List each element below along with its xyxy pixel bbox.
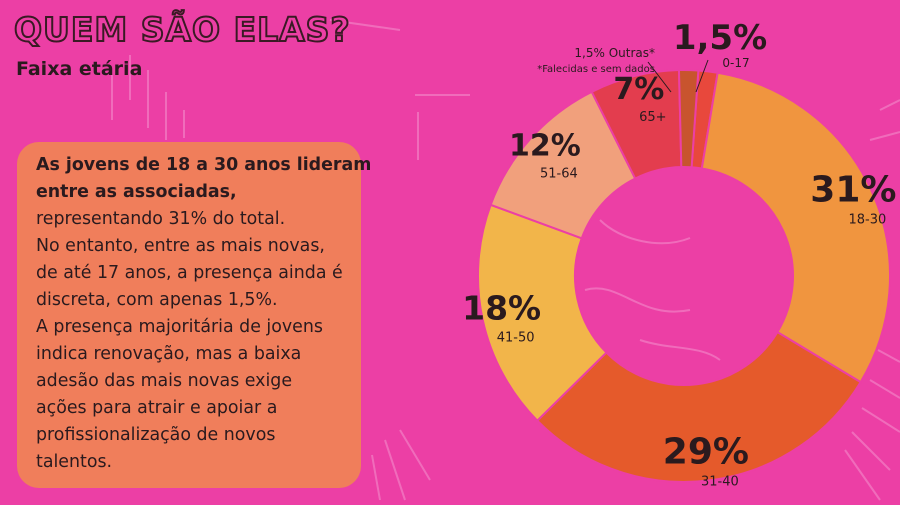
outras-leader-line xyxy=(647,61,672,93)
note-line: indica renovação, mas a baixa xyxy=(36,344,302,364)
slice-value-label: 31% xyxy=(810,170,896,211)
slice-category-label: 18-30 xyxy=(849,213,887,228)
slice-value-label: 7% xyxy=(613,72,664,107)
donut-slice-31-40 xyxy=(535,330,862,483)
note-line: profissionalização de novos xyxy=(36,425,276,445)
outras-annotation: 1,5% Outras* xyxy=(574,46,655,60)
note-line: No entanto, entre as mais novas, xyxy=(36,236,325,256)
donut-slice-18-30 xyxy=(700,71,891,384)
note-line: ações para atrair e apoiar a xyxy=(36,398,278,418)
donut-slice-1-5-outras xyxy=(677,69,700,169)
note-line: A presença majoritária de jovens xyxy=(36,317,323,337)
note-line: representando 31% do total. xyxy=(36,209,286,229)
slice-category-label: 31-40 xyxy=(701,474,739,489)
summary-note-box: As jovens de 18 a 30 anos lideram entre … xyxy=(17,142,372,488)
note-line: talentos. xyxy=(36,452,113,472)
age-donut-chart: 1,5%0-17 31% 18-30 29% 31-40 18% 41-50 12% 51-64… xyxy=(462,18,896,489)
slice-value-label: 18% xyxy=(462,288,541,327)
slice-value-label: 29% xyxy=(663,431,749,472)
youngest-leader-line xyxy=(695,59,709,93)
slice-category-label: 41-50 xyxy=(497,330,535,345)
page-title: QUEM SÃO ELAS? xyxy=(13,9,351,50)
slice-category-label: 65+ xyxy=(639,110,666,125)
note-line-bold: As jovens de 18 a 30 anos lideram xyxy=(36,155,372,175)
donut-slice-41-50 xyxy=(477,203,608,423)
note-line: de até 17 anos, a presença ainda é xyxy=(36,263,343,283)
slice-category-label: 0-17 xyxy=(722,56,749,70)
slice-value-label: 1,5% xyxy=(673,18,767,58)
page-subtitle: Faixa etária xyxy=(16,58,143,80)
slice-category-label: 51-64 xyxy=(540,167,578,182)
note-line: adesão das mais novas exige xyxy=(36,371,293,391)
note-line-bold: entre as associadas, xyxy=(36,182,237,202)
note-line: discreta, com apenas 1,5%. xyxy=(36,290,278,310)
outras-footnote: *Falecidas e sem dados xyxy=(537,64,655,75)
slice-value-label: 12% xyxy=(509,129,581,164)
